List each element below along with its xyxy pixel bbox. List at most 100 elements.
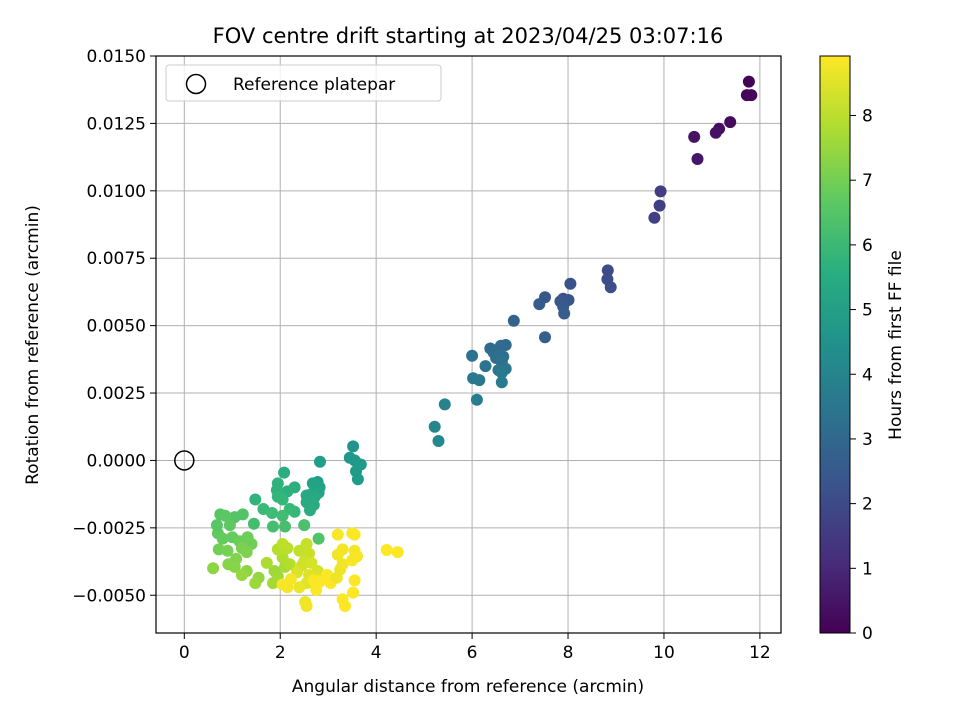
x-tick-label: 8 xyxy=(563,643,574,663)
colorbar-tick-label: 3 xyxy=(862,430,873,450)
data-point xyxy=(479,360,492,373)
data-point xyxy=(724,116,737,129)
data-point xyxy=(304,504,316,517)
data-point xyxy=(473,374,486,387)
data-point xyxy=(380,544,393,556)
data-point xyxy=(207,562,220,575)
data-point xyxy=(216,532,229,545)
data-point xyxy=(336,558,349,571)
data-point xyxy=(276,493,289,506)
data-point xyxy=(300,600,313,612)
x-tick-label: 4 xyxy=(371,643,382,663)
data-point xyxy=(604,281,617,294)
data-point xyxy=(283,558,296,571)
data-point xyxy=(654,185,667,198)
x-tick-label: 2 xyxy=(275,643,286,663)
data-point xyxy=(266,507,279,519)
data-point xyxy=(276,509,289,522)
data-point xyxy=(466,349,479,362)
data-point xyxy=(240,546,253,559)
y-tick-label: 0.0025 xyxy=(87,384,146,404)
colorbar-tick-label: 0 xyxy=(862,624,873,644)
data-point xyxy=(745,89,758,102)
data-point xyxy=(267,577,279,590)
legend: Reference platepar xyxy=(165,64,442,102)
data-point xyxy=(339,600,351,612)
data-point xyxy=(428,420,441,433)
data-point xyxy=(348,528,361,541)
data-point xyxy=(300,538,313,550)
reference-platepar-marker xyxy=(174,450,195,471)
y-axis-ticks: −0.0050 −0.0025 0.0000 0.0025 0.0050 0.0075 0.… xyxy=(72,47,156,606)
data-point xyxy=(312,532,325,545)
y-tick-label: 0.0150 xyxy=(87,47,146,67)
data-point xyxy=(742,75,755,88)
x-tick-label: 0 xyxy=(179,643,190,663)
grid xyxy=(156,55,781,633)
colorbar-label: Hours from first FF file xyxy=(886,250,906,440)
y-axis-label: Rotation from reference (arcmin) xyxy=(23,205,43,485)
colorbar-ticks: 0 1 2 3 4 5 6 7 8 xyxy=(850,107,873,644)
x-tick-label: 10 xyxy=(653,643,675,663)
data-point xyxy=(438,398,451,411)
data-point xyxy=(249,493,262,506)
colorbar-tick-label: 4 xyxy=(862,365,873,385)
data-point xyxy=(228,560,241,573)
data-point xyxy=(223,519,236,532)
colorbar-gradient xyxy=(819,55,851,634)
legend-open-circle-marker xyxy=(185,73,207,95)
data-point xyxy=(564,277,577,290)
data-point xyxy=(267,520,279,533)
x-axis-ticks: 0 2 4 6 8 10 12 xyxy=(179,633,771,663)
x-axis-label: Angular distance from reference (arcmin) xyxy=(292,677,644,697)
data-point xyxy=(495,376,508,389)
data-point xyxy=(219,509,232,522)
chart-title: FOV centre drift starting at 2023/04/25 … xyxy=(213,24,724,48)
data-point xyxy=(346,554,359,567)
colorbar-tick-label: 2 xyxy=(862,495,873,515)
colorbar-tick-label: 7 xyxy=(862,171,873,191)
data-point xyxy=(539,331,551,344)
data-point xyxy=(221,544,234,557)
colorbar-tick-label: 8 xyxy=(862,107,873,127)
colorbar: 0 1 2 3 4 5 6 7 8 Hours from first FF file xyxy=(819,55,906,644)
data-point xyxy=(314,455,326,468)
colorbar-tick-label: 1 xyxy=(862,559,873,579)
data-point xyxy=(210,519,223,532)
plot-frame xyxy=(155,55,782,634)
data-point xyxy=(648,211,661,224)
data-point xyxy=(284,573,297,586)
data-point xyxy=(293,581,306,594)
data-point xyxy=(432,435,445,447)
legend-label: Reference platepar xyxy=(233,75,395,95)
data-point xyxy=(279,520,291,533)
data-point xyxy=(691,153,704,165)
data-point xyxy=(331,528,344,541)
data-point xyxy=(305,556,318,569)
data-point xyxy=(495,366,508,379)
y-tick-label: 0.0075 xyxy=(87,249,146,269)
y-tick-label: 0.0000 xyxy=(87,451,146,471)
data-point xyxy=(260,556,273,569)
data-point xyxy=(391,546,404,559)
data-point xyxy=(348,574,361,587)
y-tick-label: 0.0050 xyxy=(87,317,146,337)
data-point xyxy=(298,519,311,532)
data-point xyxy=(601,264,614,277)
data-point xyxy=(235,569,248,581)
data-point xyxy=(278,466,291,479)
legend-box xyxy=(165,64,442,102)
x-tick-label: 6 xyxy=(467,643,478,663)
data-point xyxy=(276,538,289,550)
colorbar-tick-label: 6 xyxy=(862,236,873,256)
y-tick-label: −0.0025 xyxy=(72,519,146,539)
data-points xyxy=(207,75,758,612)
data-point xyxy=(507,314,520,327)
y-tick-label: −0.0050 xyxy=(72,586,146,606)
data-point xyxy=(336,543,349,556)
y-tick-label: 0.0125 xyxy=(87,114,146,134)
reference-marker-layer xyxy=(174,450,195,471)
data-point xyxy=(558,307,571,320)
data-point xyxy=(249,577,262,590)
